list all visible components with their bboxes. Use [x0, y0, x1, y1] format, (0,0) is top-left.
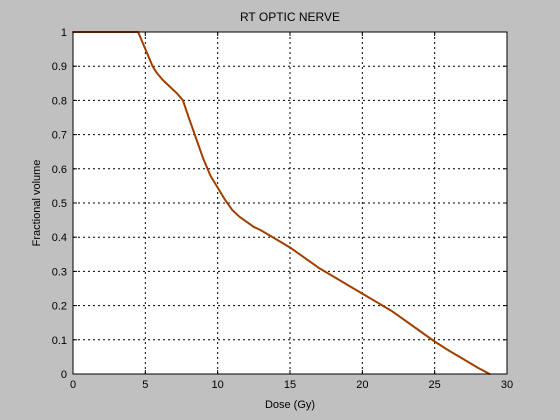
x-tick-label: 20 — [356, 379, 368, 391]
y-tick-label: 0.5 — [52, 198, 67, 210]
y-tick-label: 0.4 — [52, 232, 67, 244]
series-layer — [72, 31, 491, 375]
y-tick-label: 0.7 — [52, 130, 67, 142]
dvh-series-line-0 — [72, 31, 491, 375]
chart-title: RT OPTIC NERVE — [240, 10, 340, 24]
y-tick-label: 0.9 — [52, 61, 67, 73]
y-tick-label: 0.8 — [52, 95, 67, 107]
y-axis-label: Fractional volume — [31, 160, 43, 247]
y-tick-label: 0.1 — [52, 335, 67, 347]
x-tick-label: 10 — [212, 379, 224, 391]
grid — [73, 32, 507, 374]
y-tick-label: 1 — [61, 27, 67, 39]
y-tick-label: 0.3 — [52, 266, 67, 278]
y-tick-label: 0.2 — [52, 301, 67, 313]
ticks: 0 5 10 15 20 25 30 0 0.1 0.2 0.3 0.4 0.5 0.6 0.7 0.8 0.9… — [52, 27, 513, 391]
y-tick-label: 0 — [61, 369, 67, 381]
x-tick-label: 15 — [284, 379, 296, 391]
x-tick-label: 5 — [142, 379, 148, 391]
x-tick-label: 0 — [70, 379, 76, 391]
x-axis-label: Dose (Gy) — [265, 399, 315, 411]
x-tick-label: 30 — [501, 379, 513, 391]
y-tick-label: 0.6 — [52, 164, 67, 176]
x-tick-label: 25 — [429, 379, 441, 391]
